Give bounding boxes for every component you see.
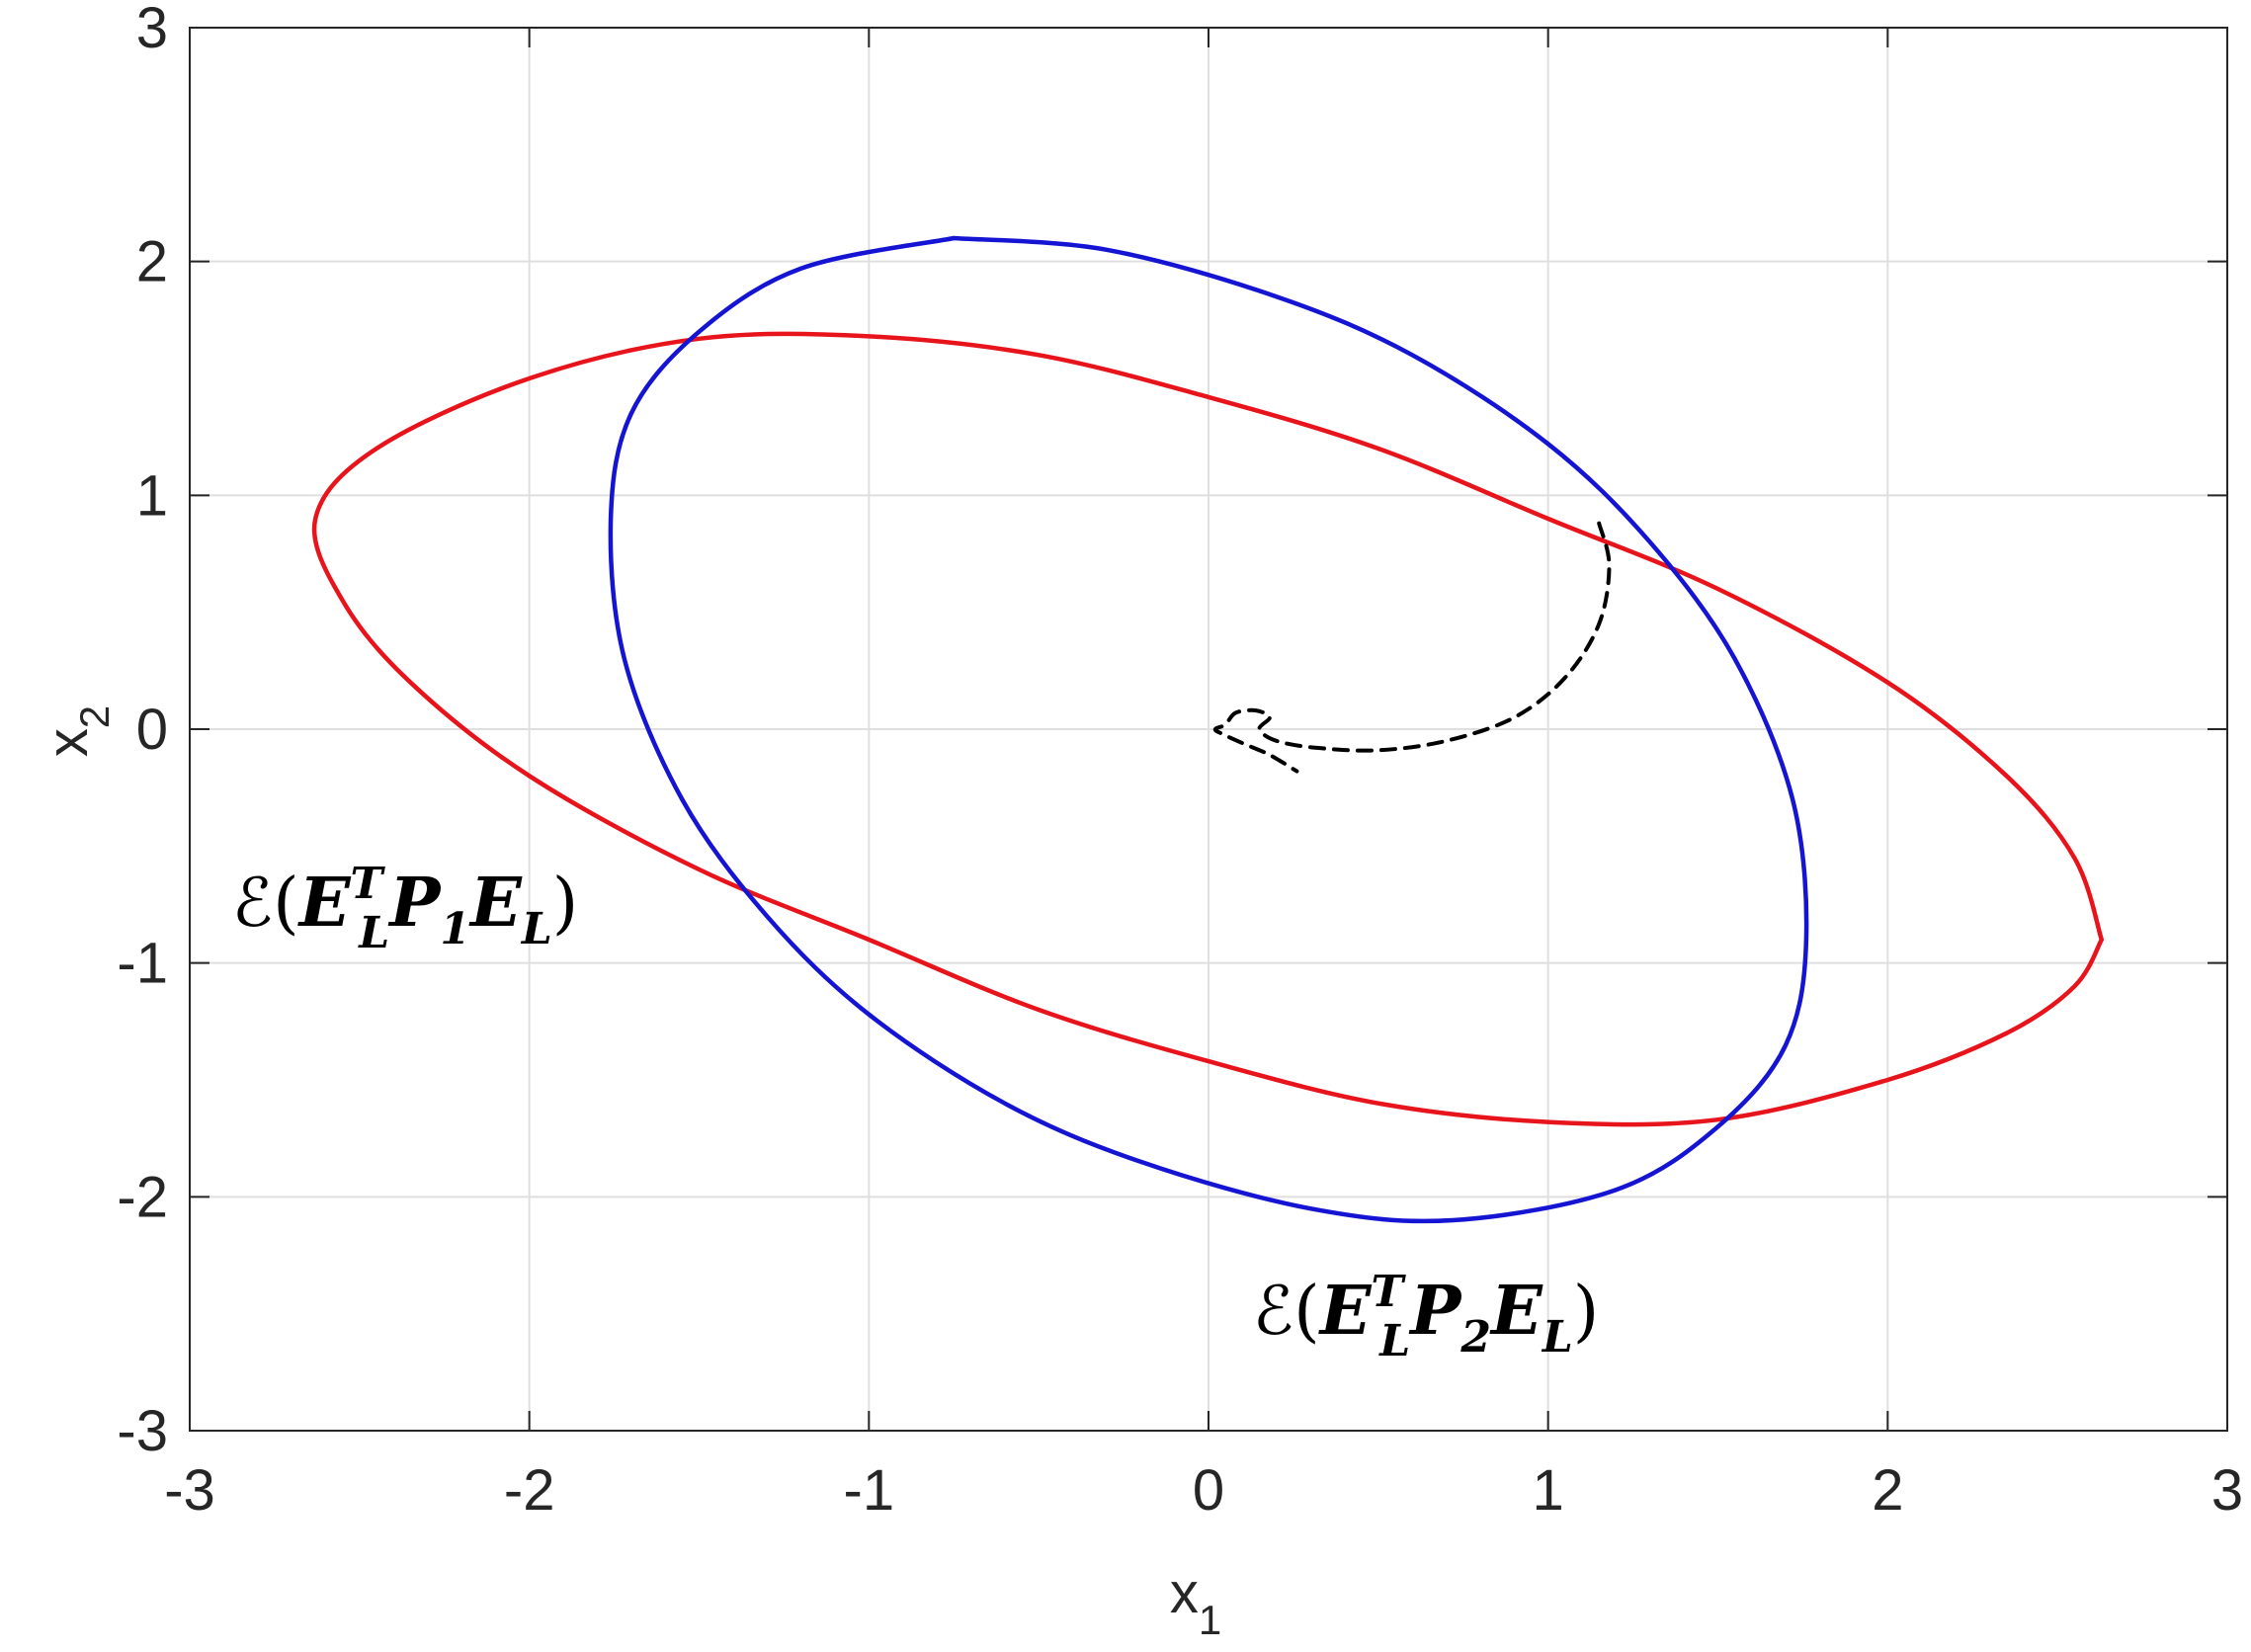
annotation-p2-sub2: L xyxy=(1541,1312,1573,1363)
annotation-p1-p: P xyxy=(387,864,442,943)
series-ellipse-p1 xyxy=(311,331,2105,1127)
annotation-p2-psub: 2 xyxy=(1459,1312,1491,1363)
y-tick-label: -2 xyxy=(117,1165,168,1229)
x-tick-label: -1 xyxy=(844,1458,895,1523)
series-trajectory xyxy=(1212,521,1612,774)
annotation-p1-sub1: L xyxy=(357,908,389,958)
x-tick-label: 1 xyxy=(1533,1458,1564,1523)
annotation-p1-epsilon: ℰ( xyxy=(232,865,299,943)
annotation-p2-close: ) xyxy=(1573,1273,1600,1351)
y-tick-label: -3 xyxy=(117,1399,168,1463)
y-tick-label: 1 xyxy=(136,463,168,528)
y-axis-label-base: x xyxy=(36,728,100,757)
data-series xyxy=(311,235,2105,1224)
y-axis-label: x2 xyxy=(36,705,118,757)
axis-ticks xyxy=(189,27,2228,1432)
y-tick-labels: -3 -2 -1 0 1 2 3 xyxy=(117,0,168,1463)
annotation-p1-sub2: L xyxy=(520,904,552,954)
x-tick-label: 3 xyxy=(2211,1458,2243,1523)
annotation-p1-e2: E xyxy=(468,864,523,943)
x-tick-label: 0 xyxy=(1193,1458,1224,1523)
x-tick-label: 2 xyxy=(1872,1458,1903,1523)
annotation-p2-sup: T xyxy=(1372,1267,1407,1317)
annotation-p1-psub: 1 xyxy=(440,904,470,954)
x-axis-label-sub: 1 xyxy=(1199,1597,1221,1643)
y-tick-label: 3 xyxy=(136,0,168,60)
x-axis-label: x1 xyxy=(1170,1561,1221,1643)
y-tick-label: 0 xyxy=(136,698,168,762)
annotation-p1-sup: T xyxy=(351,859,386,909)
x-tick-label: -3 xyxy=(164,1458,215,1523)
annotation-p2-sub1: L xyxy=(1377,1316,1410,1366)
y-tick-label: 2 xyxy=(136,230,168,294)
annotation-p2-p: P xyxy=(1408,1272,1462,1351)
annotation-p2-e1: E xyxy=(1318,1272,1373,1351)
x-axis-label-base: x xyxy=(1170,1561,1199,1625)
annotation-p2-epsilon: ℰ( xyxy=(1253,1273,1320,1351)
x-tick-labels: -3 -2 -1 0 1 2 3 xyxy=(164,1458,2243,1523)
annotation-ellipse-p2: ℰ(ET LP2EL) xyxy=(1253,1267,1599,1366)
annotation-ellipse-p1: ℰ(ET LP1EL) xyxy=(232,859,578,958)
series-ellipse-p2 xyxy=(608,235,1809,1224)
x-tick-label: -2 xyxy=(504,1458,555,1523)
y-axis-label-sub: 2 xyxy=(71,705,118,728)
y-tick-label: -1 xyxy=(117,932,168,996)
annotation-p2-e2: E xyxy=(1489,1272,1543,1351)
annotation-p1-e1: E xyxy=(297,864,352,943)
annotation-p1-close: ) xyxy=(552,865,579,943)
